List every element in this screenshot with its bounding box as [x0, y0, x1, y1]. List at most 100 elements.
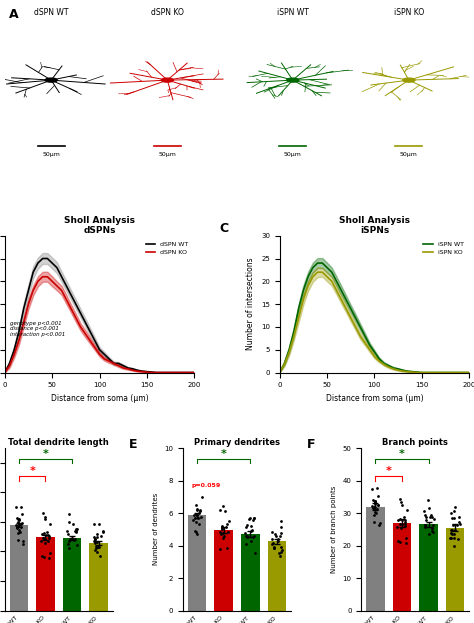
Point: [368, 484, 376, 494]
Text: 50μm: 50μm: [42, 153, 60, 158]
Point: [243, 533, 251, 543]
Point: [192, 500, 200, 510]
Point: [15, 515, 22, 525]
Point: [396, 514, 404, 524]
Point: [402, 533, 410, 543]
Text: *: *: [386, 467, 392, 477]
Point: [91, 536, 99, 546]
Point: [99, 527, 107, 537]
Point: [69, 533, 76, 543]
Bar: [392, 523, 411, 611]
Point: [268, 540, 275, 549]
Point: [65, 509, 73, 519]
Point: [218, 521, 226, 531]
Point: [90, 536, 98, 546]
Bar: [188, 515, 207, 611]
Point: [41, 534, 49, 544]
Point: [72, 527, 80, 537]
Point: [45, 533, 53, 543]
Point: [198, 492, 205, 502]
Title: Sholl Analysis
iSPNs: Sholl Analysis iSPNs: [339, 216, 410, 235]
Point: [271, 530, 279, 540]
Point: [395, 515, 402, 525]
Point: [195, 508, 203, 518]
Point: [249, 515, 257, 525]
Point: [93, 546, 100, 556]
Point: [19, 539, 27, 549]
Point: [424, 495, 432, 505]
Text: 50μm: 50μm: [158, 153, 176, 158]
Point: [398, 500, 406, 510]
Point: [196, 506, 204, 516]
Text: iSPN KO: iSPN KO: [394, 7, 424, 17]
Circle shape: [45, 78, 57, 82]
Point: [447, 533, 454, 543]
Point: [450, 506, 457, 516]
Point: [41, 511, 49, 521]
Point: [456, 518, 463, 528]
Point: [428, 512, 436, 522]
Bar: [36, 537, 55, 611]
Text: 50μm: 50μm: [284, 153, 301, 158]
Text: *: *: [221, 449, 227, 459]
X-axis label: Distance from soma (μm): Distance from soma (μm): [326, 394, 423, 403]
Point: [247, 521, 255, 531]
Point: [224, 543, 231, 553]
Point: [447, 528, 455, 538]
Point: [422, 512, 430, 522]
Point: [18, 518, 25, 528]
Point: [45, 531, 53, 541]
Point: [194, 510, 201, 520]
Point: [401, 521, 409, 531]
Point: [371, 496, 379, 506]
Point: [216, 505, 224, 515]
Point: [218, 523, 226, 533]
Point: [373, 508, 380, 518]
Point: [371, 496, 379, 506]
Point: [278, 542, 285, 552]
Point: [428, 526, 435, 536]
Point: [196, 505, 204, 515]
Point: [17, 502, 25, 511]
Point: [394, 536, 402, 546]
Y-axis label: Number of intersections: Number of intersections: [246, 258, 255, 350]
Point: [421, 510, 428, 520]
Point: [190, 510, 198, 520]
Point: [454, 534, 461, 544]
Point: [398, 519, 405, 529]
Point: [191, 513, 199, 523]
Title: Primary dendrites: Primary dendrites: [194, 439, 280, 447]
Title: Sholl Analysis
dSPNs: Sholl Analysis dSPNs: [64, 216, 135, 235]
Point: [403, 505, 410, 515]
Point: [12, 520, 19, 530]
Point: [65, 536, 73, 546]
Point: [97, 531, 105, 541]
Point: [12, 502, 19, 512]
Point: [95, 542, 103, 552]
Point: [69, 520, 77, 530]
Point: [450, 513, 457, 523]
Point: [16, 526, 24, 536]
Point: [372, 502, 379, 511]
Point: [44, 527, 51, 537]
Point: [421, 520, 429, 530]
Point: [193, 505, 201, 515]
Point: [428, 520, 436, 530]
Point: [275, 548, 283, 558]
Point: [369, 503, 377, 513]
Point: [370, 510, 378, 520]
Point: [448, 529, 456, 539]
Point: [40, 551, 47, 561]
Point: [42, 530, 49, 540]
Point: [276, 531, 283, 541]
Point: [193, 504, 201, 514]
Point: [450, 530, 458, 540]
Point: [370, 517, 378, 527]
Point: [93, 529, 101, 539]
Point: [278, 528, 285, 538]
Point: [247, 536, 255, 546]
Point: [429, 526, 437, 536]
Point: [274, 536, 282, 546]
Point: [66, 534, 73, 544]
Point: [448, 513, 456, 523]
